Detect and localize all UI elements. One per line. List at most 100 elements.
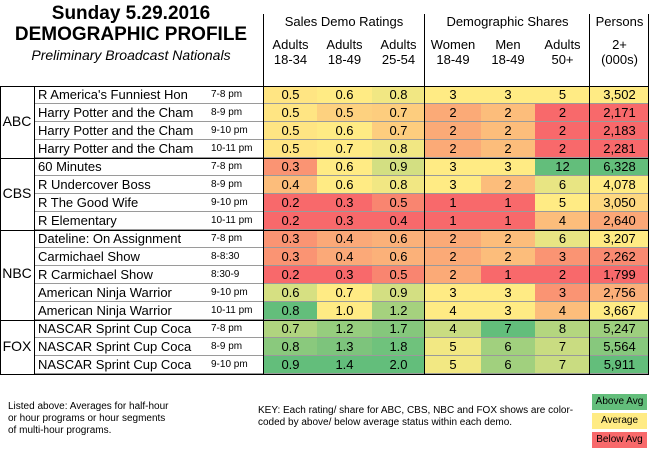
value-cell: 0.4 [317,230,372,248]
value-cell: 2,756 [590,284,649,302]
value-cell: 0.9 [372,284,425,302]
column-header: Men 18-49 [481,37,535,67]
value-cell: 2 [425,140,481,158]
value-cell: 0.5 [372,266,425,284]
column-header-line1: Adults [544,37,581,52]
value-cell: 6 [535,230,590,248]
show-title: NASCAR Sprint Cup Coca [35,356,208,374]
show-title: Carmichael Show [35,248,208,266]
legend-above-avg: Above Avg [592,394,647,410]
column-header-line2: 18-49 [491,52,525,67]
show-title: R America's Funniest Hon [35,86,208,104]
network-divider [0,320,649,321]
value-cell: 0.6 [372,248,425,266]
value-cell: 0.6 [317,158,372,176]
value-cell: 2 [481,230,535,248]
header-rule [0,86,649,87]
value-cell: 2 [535,140,590,158]
column-divider [263,14,264,374]
value-cell: 0.4 [264,176,317,194]
value-cell: 2 [481,140,535,158]
value-cell: 0.8 [264,302,317,320]
report-main-title: DEMOGRAPHIC PROFILE [14,24,248,45]
table-row: Harry Potter and the Cham 9-10 pm 0.5 0.6 0.… [0,122,649,140]
column-header: Adults 18-34 [264,37,317,67]
column-header: Adults 25-54 [372,37,425,67]
table-row: NASCAR Sprint Cup Coca 9-10 pm 0.9 1.4 2.0 5 6… [0,356,649,374]
time-slot: 10-11 pm [208,302,264,320]
footnote-left: Listed above: Averages for half-hour or … [8,401,168,437]
value-cell: 3 [535,284,590,302]
value-cell: 2 [425,104,481,122]
value-cell: 0.8 [264,338,317,356]
value-cell: 2,183 [590,122,649,140]
value-cell: 0.7 [317,140,372,158]
column-divider [589,14,590,374]
value-cell: 0.5 [264,104,317,122]
table-row: NASCAR Sprint Cup Coca 7-8 pm 0.7 1.2 1.7 4 7 8… [0,320,649,338]
value-cell: 0.5 [264,122,317,140]
report-date-title: Sunday 5.29.2016 [51,3,211,24]
legend-below-avg: Below Avg [592,432,647,448]
show-title: 60 Minutes [35,158,208,176]
show-title: R Carmichael Show [35,266,208,284]
footer-rule [0,374,649,375]
table-row: R The Good Wife 9-10 pm 0.2 0.3 0.5 1 1 5 3,050 [0,194,649,212]
table-row: R Undercover Boss 8-9 pm 0.4 0.6 0.8 3 2 6 4,078 [0,176,649,194]
value-cell: 1 [425,212,481,230]
footnote-line: Listed above: Averages for half-hour [8,401,169,412]
column-header-line2: 50+ [551,52,574,67]
column-header-line2: 25-54 [381,52,416,67]
value-cell: 0.3 [317,266,372,284]
show-title: American Ninja Warrior [35,284,208,302]
shares-group-header: Demographic Shares [446,14,569,29]
time-slot: 7-8 pm [208,158,264,176]
value-cell: 0.4 [317,248,372,266]
column-header-line1: Women [430,37,476,52]
value-cell: 2,640 [590,212,649,230]
network-label-abc: ABC [2,113,32,129]
key-line: coded by above/ below average status wit… [258,417,513,428]
value-cell: 5,564 [590,338,649,356]
value-cell: 7 [535,356,590,374]
value-cell: 0.8 [372,140,425,158]
network-label-fox: FOX [2,338,32,354]
table-row: Harry Potter and the Cham 10-11 pm 0.5 0.7 0… [0,140,649,158]
value-cell: 2.0 [372,356,425,374]
value-cell: 0.2 [264,266,317,284]
table-row: American Ninja Warrior 9-10 pm 0.6 0.7 0.9 3 3… [0,284,649,302]
footnote-line: or hour programs or hour segments [8,413,166,424]
value-cell: 5 [425,356,481,374]
value-cell: 2 [481,122,535,140]
value-cell: 0.5 [264,86,317,104]
value-cell: 0.3 [264,230,317,248]
color-key-note: KEY: Each rating/ share for ABC, CBS, NB… [258,405,573,429]
report-subtitle: Preliminary Broadcast Nationals [31,47,231,63]
value-cell: 0.4 [372,212,425,230]
value-cell: 0.6 [317,122,372,140]
column-header-line1: 2+ [612,37,627,52]
time-slot: 9-10 pm [208,284,264,302]
value-cell: 1.0 [317,302,372,320]
value-cell: 5 [425,338,481,356]
column-header-line1: Adults [272,37,309,52]
value-cell: 1 [481,266,535,284]
value-cell: 2 [425,266,481,284]
network-label-cbs: CBS [2,185,32,201]
value-cell: 3 [481,302,535,320]
table-row: NASCAR Sprint Cup Coca 8-9 pm 0.8 1.3 1.8 5 6 7… [0,338,649,356]
show-title: Harry Potter and the Cham [35,122,208,140]
column-header-line2: 18-49 [327,52,362,67]
value-cell: 0.8 [372,86,425,104]
value-cell: 2 [481,176,535,194]
show-title: NASCAR Sprint Cup Coca [35,338,208,356]
value-cell: 3 [481,284,535,302]
column-header: Adults 18-49 [317,37,372,67]
value-cell: 0.6 [317,176,372,194]
value-cell: 5 [535,194,590,212]
time-slot: 8:30-9 [208,266,264,284]
table-row: R America's Funniest Hon 7-8 pm 0.5 0.6 0.8 3… [0,86,649,104]
column-header-line2: 18-34 [273,52,308,67]
time-slot: 7-8 pm [208,320,264,338]
time-slot: 10-11 pm [208,212,264,230]
